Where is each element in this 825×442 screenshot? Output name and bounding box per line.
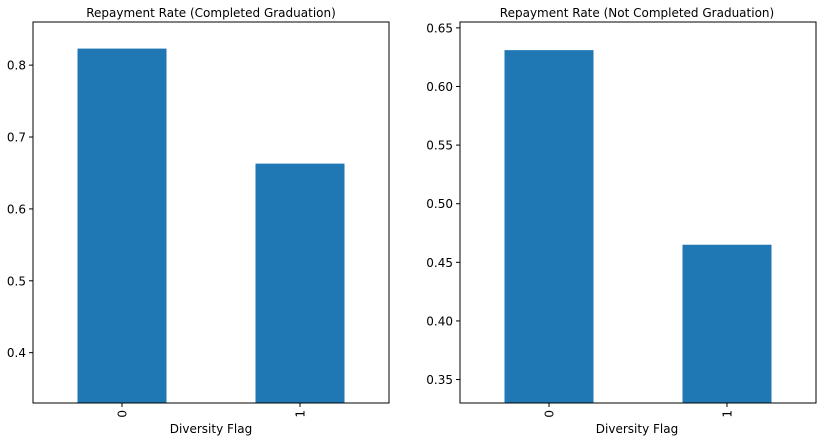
y-tick-label: 0.35 xyxy=(426,373,453,387)
chart-title: Repayment Rate (Not Completed Graduation… xyxy=(500,6,774,20)
y-tick-label: 0.40 xyxy=(426,314,453,328)
x-axis-label: Diversity Flag xyxy=(170,422,252,436)
y-tick-label: 0.5 xyxy=(7,274,26,288)
y-tick-label: 0.6 xyxy=(7,202,26,216)
y-tick-label: 0.4 xyxy=(7,346,26,360)
chart-title: Repayment Rate (Completed Graduation) xyxy=(86,6,336,20)
chart-completed-graduation: Repayment Rate (Completed Graduation) Di… xyxy=(7,6,390,436)
bar-1 xyxy=(682,244,772,403)
x-tick-label: 0 xyxy=(543,410,557,418)
x-axis-label: Diversity Flag xyxy=(596,422,678,436)
y-tick-label: 0.60 xyxy=(426,80,453,94)
y-tick-label: 0.8 xyxy=(7,59,26,73)
y-tick-label: 0.45 xyxy=(426,256,453,270)
chart-not-completed-graduation: Repayment Rate (Not Completed Graduation… xyxy=(426,6,817,436)
bar-0 xyxy=(77,48,167,403)
y-tick-label: 0.50 xyxy=(426,197,453,211)
plot-frame xyxy=(32,21,390,404)
y-tick-label: 0.7 xyxy=(7,131,26,145)
bar-0 xyxy=(504,50,594,404)
y-tick-label: 0.65 xyxy=(426,21,453,35)
plot-frame xyxy=(459,21,817,404)
y-tick-label: 0.55 xyxy=(426,139,453,153)
x-tick-label: 0 xyxy=(116,410,130,418)
x-tick-label: 1 xyxy=(721,410,735,418)
bar-1 xyxy=(255,163,345,403)
x-tick-label: 1 xyxy=(294,410,308,418)
